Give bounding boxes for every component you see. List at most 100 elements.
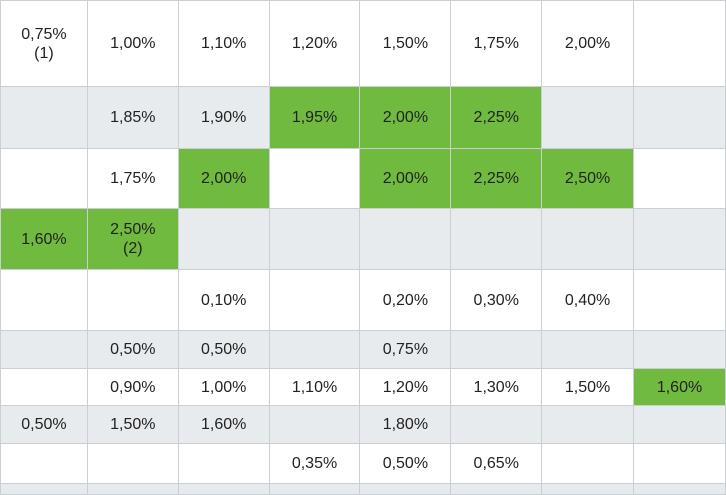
rate-cell [268,330,361,369]
table-row: 0,75% (1) 1,00% 1,10% 1,20% 1,50% 1,75% 2,00% [0,0,726,87]
rate-value: 1,75% [473,35,519,52]
rate-value: 1,60% [656,378,703,396]
rate-value: 0,90% [110,378,156,396]
rate-cell [633,208,726,270]
rate-value: 1,20% [382,378,429,396]
rate-cell [0,269,88,331]
rate-cell: 1,75% [86,148,179,209]
rate-cell: 0,35% [268,443,361,484]
rate-value: 0,50% [382,455,429,472]
rate-cell [0,148,88,209]
rate-value: 2,25% [473,170,519,187]
rate-value: 1,80% [382,416,429,433]
rate-cell [359,208,452,270]
rate-cell [541,330,635,369]
rate-value: 2,25% [473,109,519,126]
rate-cell: 0,75% [359,330,452,369]
rate-value: 2,00% [564,35,611,52]
rate-cell [268,208,361,270]
rate-cell [450,330,543,369]
rate-cell [0,483,88,495]
rate-value: 0,40% [564,291,611,309]
rate-cell [633,86,726,149]
table-row: 0,90% 1,00% 1,10% 1,20% 1,30% 1,50% 1,60% [0,368,726,406]
rate-cell-highlighted: 1,95% [268,86,361,149]
rate-cell [633,483,726,495]
rate-cell: 1,90% [177,86,270,149]
rate-cell [541,443,635,484]
rate-value: 0,35% [291,455,338,472]
rate-value: 1,10% [291,378,338,396]
rate-cell: 1,60% [177,405,270,444]
rate-cell [633,443,726,484]
rate-value: 1,00% [200,378,247,396]
rate-cell-highlighted: 2,50% (2) [86,208,179,270]
rate-cell [633,148,726,209]
rate-cell: 1,00% [177,368,270,406]
rate-value: 2,00% [200,170,247,187]
rate-cell [268,483,361,495]
table-row: 1,60% 2,50% (2) [0,208,726,270]
table-row: 0,10% 0,20% 0,30% 0,40% [0,269,726,331]
rate-cell [541,405,635,444]
table-row: 0,50% 0,50% 0,75% [0,330,726,369]
rate-value: 1,50% [110,416,156,433]
rate-cell [359,483,452,495]
rate-cell: 0,50% [0,405,88,444]
rate-cell [0,443,88,484]
rate-cell-highlighted: 2,25% [450,148,543,209]
rate-cell: 0,50% [177,330,270,369]
rate-cell: 0,65% [450,443,543,484]
rate-cell [450,208,543,270]
table-row [0,483,726,495]
rate-cell: 1,50% [86,405,179,444]
rate-cell [633,330,726,369]
rate-cell [177,208,270,270]
rate-cell [0,86,88,149]
rate-value: 1,90% [200,109,247,126]
rate-value: 0,20% [382,291,429,309]
rate-value: 1,60% [21,230,67,248]
footnote-marker: (2) [123,240,143,257]
rate-value: 2,50% [564,170,611,187]
rate-value: 2,00% [382,170,429,187]
rate-value: 0,65% [473,455,519,472]
rate-value: 0,75% [382,341,429,358]
rate-cell: 1,75% [450,0,543,87]
rate-value: 1,50% [382,35,429,52]
rate-cell: 1,20% [268,0,361,87]
rate-value: 0,10% [200,291,247,309]
rate-cell [541,208,635,270]
rate-cell-highlighted: 2,00% [359,86,452,149]
rate-cell: 1,80% [359,405,452,444]
rate-value: 0,50% [21,416,67,433]
rate-cell: 1,00% [86,0,179,87]
footnote-marker: (1) [34,44,54,62]
table-row: 1,75% 2,00% 2,00% 2,25% 2,50% [0,148,726,209]
rate-value: 1,95% [291,109,338,126]
rate-cell: 0,90% [86,368,179,406]
rate-cell: 1,20% [359,368,452,406]
rate-value: 1,10% [200,35,247,52]
rate-cell: 2,00% [541,0,635,87]
rate-cell: 1,10% [177,0,270,87]
rate-cell [450,483,543,495]
rate-cell-highlighted: 2,00% [359,148,452,209]
rate-value: 1,00% [110,35,156,52]
rate-value: 0,30% [473,291,519,309]
rate-cell [268,405,361,444]
rate-cell-highlighted: 1,60% [633,368,726,406]
rate-value: 1,60% [200,416,247,433]
rate-value: 2,50% [110,221,156,238]
rate-cell: 1,30% [450,368,543,406]
rate-cell [541,86,635,149]
rate-cell-highlighted: 1,60% [0,208,88,270]
rate-cell-highlighted: 2,50% [541,148,635,209]
rate-cell: 0,30% [450,269,543,331]
rate-value: 1,30% [473,378,519,396]
rate-value: 0,50% [200,341,247,358]
rate-cell [268,148,361,209]
rate-value: 1,50% [564,378,611,396]
